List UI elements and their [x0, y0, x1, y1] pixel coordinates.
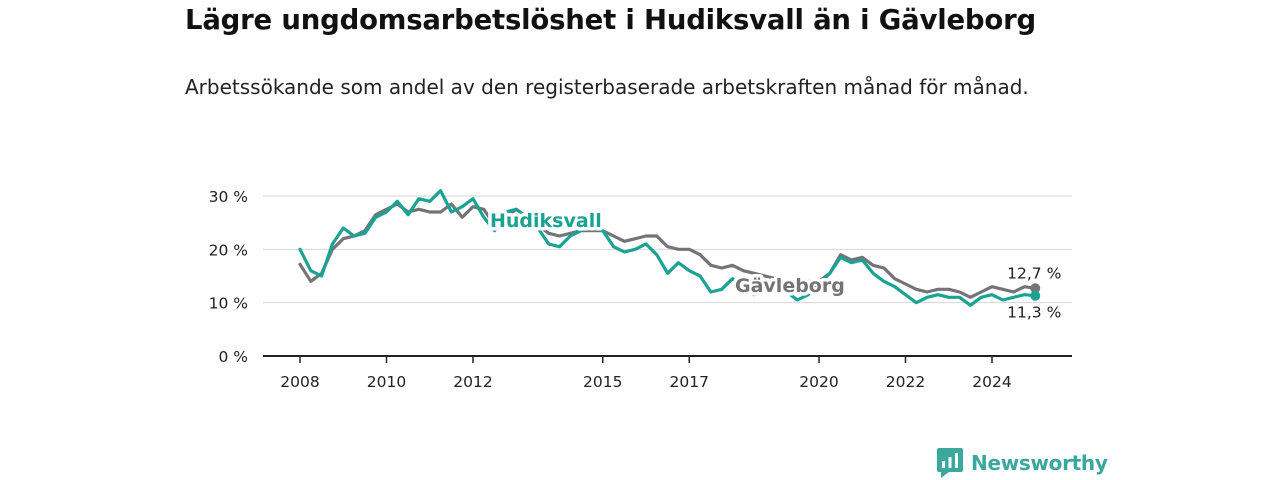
series-line-gvleborg	[298, 202, 1037, 299]
axes: 0 % 10 % 20 % 30 % 2008 2010 2012 2015 2017 2020 2…	[209, 188, 1072, 391]
end-point-marker	[1030, 283, 1041, 294]
newsworthy-brand[interactable]: Newsworthy	[937, 448, 1108, 478]
end-value-label: 12,7 %	[1007, 264, 1061, 282]
x-tick-label: 2024	[972, 373, 1011, 391]
newsworthy-logo-icon	[937, 448, 963, 478]
series-labels: 12,7 % 11,3 % Gävleborg Hudiksvall	[487, 207, 1062, 322]
x-tick-label: 2022	[886, 373, 925, 391]
x-tick-label: 2015	[583, 373, 622, 391]
grid-lines	[263, 195, 1072, 304]
series-label-hudiksvall: Hudiksvall	[490, 210, 602, 232]
end-value-label: 11,3 %	[1007, 304, 1061, 322]
x-tick-label: 2012	[453, 373, 492, 391]
chart-subtitle: Arbetssökande som andel av den registerb…	[185, 75, 1029, 99]
series-lines	[298, 189, 1037, 307]
x-tick-label: 2008	[280, 373, 319, 391]
x-tick-label: 2017	[670, 373, 709, 391]
end-point-marker	[1030, 290, 1041, 301]
x-tick-label: 2010	[367, 373, 406, 391]
brand-name: Newsworthy	[971, 451, 1108, 475]
series-label-gvleborg: Gävleborg	[735, 275, 845, 297]
y-tick-label: 30 %	[209, 188, 248, 206]
y-tick-label: 20 %	[209, 241, 248, 259]
series-line-hudiksvall	[298, 189, 1037, 307]
y-tick-label: 0 %	[218, 348, 248, 366]
x-tick-label: 2020	[799, 373, 838, 391]
y-tick-label: 10 %	[209, 295, 248, 313]
chart-title: Lägre ungdomsarbetslöshet i Hudiksvall ä…	[185, 4, 1036, 36]
